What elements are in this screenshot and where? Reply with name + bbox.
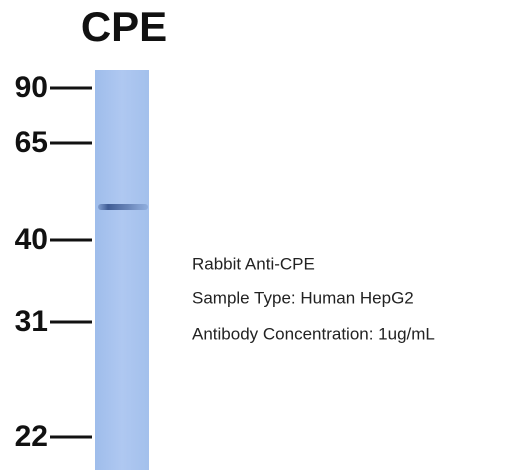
band [98, 204, 148, 210]
blot-svg: CPE 90 65 40 31 22 Rabbit Anti-CPE Sample Ty… [0, 0, 512, 470]
annotation: Sample Type: Human HepG2 [192, 288, 414, 307]
marker-label: 22 [15, 420, 48, 453]
annotation: Rabbit Anti-CPE [192, 254, 315, 273]
annotation: Antibody Concentration: 1ug/mL [192, 324, 435, 343]
marker-label: 40 [15, 223, 48, 256]
title: CPE [81, 3, 167, 50]
marker-label: 31 [15, 305, 48, 338]
lane [95, 70, 149, 470]
marker-label: 90 [15, 71, 48, 104]
markers: 90 65 40 31 22 [15, 71, 92, 453]
marker-label: 65 [15, 126, 48, 159]
blot-figure: CPE 90 65 40 31 22 Rabbit Anti-CPE Sample Ty… [0, 0, 512, 470]
